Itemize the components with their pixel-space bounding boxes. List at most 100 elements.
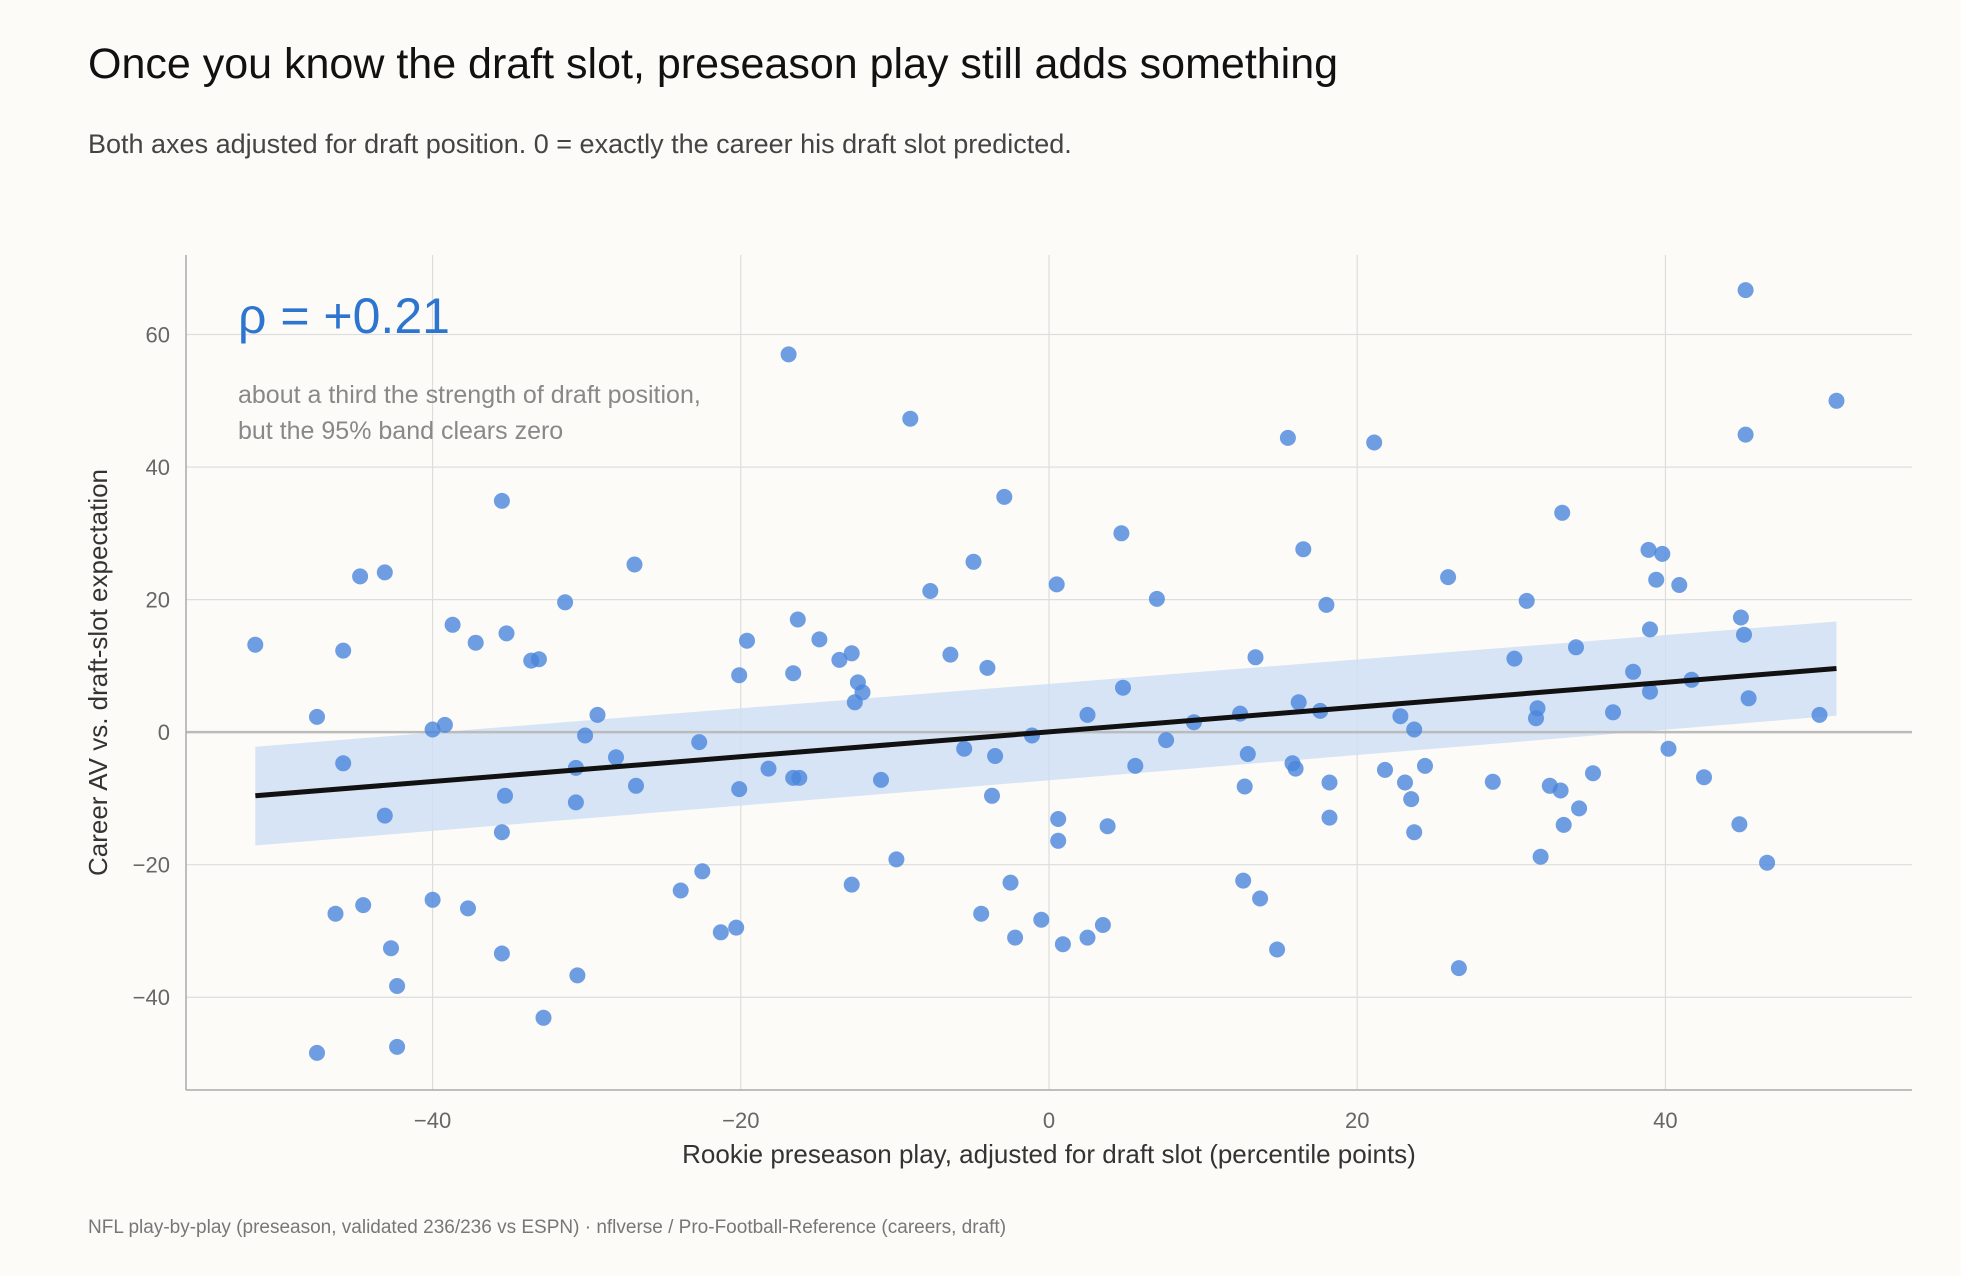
data-point	[577, 727, 594, 744]
data-point	[389, 1038, 406, 1055]
data-point	[731, 667, 748, 684]
data-point	[424, 891, 441, 908]
data-point	[493, 492, 510, 509]
data-point	[1321, 774, 1338, 791]
data-point	[1279, 429, 1296, 446]
data-point	[1295, 541, 1312, 558]
data-point	[965, 553, 982, 570]
data-point	[1642, 683, 1658, 700]
data-point	[789, 611, 806, 628]
data-point	[1099, 818, 1116, 835]
data-point	[557, 594, 574, 611]
y-tick-label: 40	[146, 455, 170, 480]
data-point	[780, 346, 797, 363]
data-point	[1079, 706, 1096, 723]
data-point	[739, 632, 755, 649]
y-tick-label: 0	[158, 720, 170, 745]
source-footer: NFL play-by-play (preseason, validated 2…	[88, 1217, 1007, 1238]
data-point	[1696, 769, 1712, 786]
data-points	[247, 282, 1845, 1061]
data-point	[355, 897, 372, 914]
axes	[185, 255, 1912, 1091]
data-point	[335, 755, 352, 772]
data-point	[1403, 791, 1420, 808]
data-point	[1158, 732, 1175, 749]
data-point	[1518, 592, 1535, 609]
data-point	[1759, 854, 1776, 871]
annotation-note-line-1: about a third the strength of draft posi…	[238, 381, 701, 409]
data-point	[1648, 571, 1665, 588]
y-tick-label: −20	[133, 853, 170, 878]
y-tick-label: 20	[146, 588, 170, 613]
data-point	[672, 882, 689, 899]
data-point	[497, 787, 513, 804]
data-point	[1828, 392, 1845, 409]
data-point	[843, 645, 860, 662]
data-point	[436, 716, 453, 733]
data-point	[1625, 663, 1642, 680]
data-point	[1127, 757, 1144, 774]
data-point	[1555, 816, 1572, 833]
data-point	[1552, 782, 1569, 799]
data-point	[1287, 760, 1304, 777]
data-point	[1392, 708, 1409, 725]
data-point	[1239, 746, 1256, 762]
data-point	[854, 684, 871, 701]
x-tick-label: 0	[1043, 1108, 1055, 1133]
data-point	[389, 978, 406, 994]
data-point	[1740, 690, 1757, 707]
data-point	[1406, 721, 1423, 738]
data-point	[1247, 649, 1264, 666]
y-axis-label: Career AV vs. draft-slot expectation	[83, 469, 113, 876]
data-point	[424, 721, 441, 738]
data-point	[956, 740, 973, 757]
data-point	[1002, 874, 1019, 891]
data-point	[567, 794, 584, 811]
data-point	[608, 749, 624, 766]
data-point	[376, 807, 393, 824]
data-point	[1732, 609, 1749, 626]
data-point	[1417, 757, 1433, 774]
data-point	[1235, 872, 1252, 889]
data-point	[530, 651, 547, 668]
chart-subtitle: Both axes adjusted for draft position. 0…	[88, 129, 1072, 159]
data-point	[694, 863, 711, 880]
data-point	[327, 905, 344, 922]
data-point	[1366, 434, 1383, 451]
data-point	[1568, 639, 1584, 656]
data-point	[1269, 941, 1286, 958]
data-point	[922, 583, 939, 599]
data-point	[1811, 706, 1828, 723]
data-point	[1318, 596, 1335, 613]
data-point	[1115, 679, 1131, 696]
data-point	[569, 967, 586, 984]
data-point	[1252, 890, 1269, 907]
y-tick-label: −40	[133, 985, 170, 1010]
data-point	[984, 787, 1000, 804]
data-point	[1406, 824, 1423, 841]
data-point	[942, 646, 959, 663]
data-point	[1290, 694, 1307, 711]
data-point	[1048, 576, 1065, 593]
data-point	[1640, 541, 1657, 558]
data-point	[1585, 765, 1601, 782]
data-point	[1642, 621, 1658, 638]
data-point	[335, 642, 352, 659]
data-point	[1484, 773, 1501, 790]
data-point	[493, 824, 510, 841]
data-point	[731, 781, 748, 798]
data-point	[1736, 626, 1752, 643]
data-point	[1440, 569, 1457, 586]
data-point	[888, 851, 905, 868]
data-point	[1321, 809, 1338, 826]
x-tick-label: −20	[722, 1108, 759, 1133]
data-point	[728, 919, 745, 936]
data-point	[309, 708, 325, 725]
data-point	[691, 734, 708, 751]
data-point	[712, 924, 729, 941]
data-point	[1079, 929, 1096, 946]
data-point	[973, 905, 990, 922]
x-tick-label: −40	[414, 1108, 451, 1133]
data-point	[1450, 960, 1467, 977]
x-tick-label: 20	[1345, 1108, 1369, 1133]
